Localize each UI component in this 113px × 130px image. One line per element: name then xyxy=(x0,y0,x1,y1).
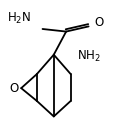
Text: O: O xyxy=(10,82,19,95)
Text: H$_2$N: H$_2$N xyxy=(7,11,31,26)
Text: NH$_2$: NH$_2$ xyxy=(77,48,100,64)
Text: O: O xyxy=(93,16,103,29)
